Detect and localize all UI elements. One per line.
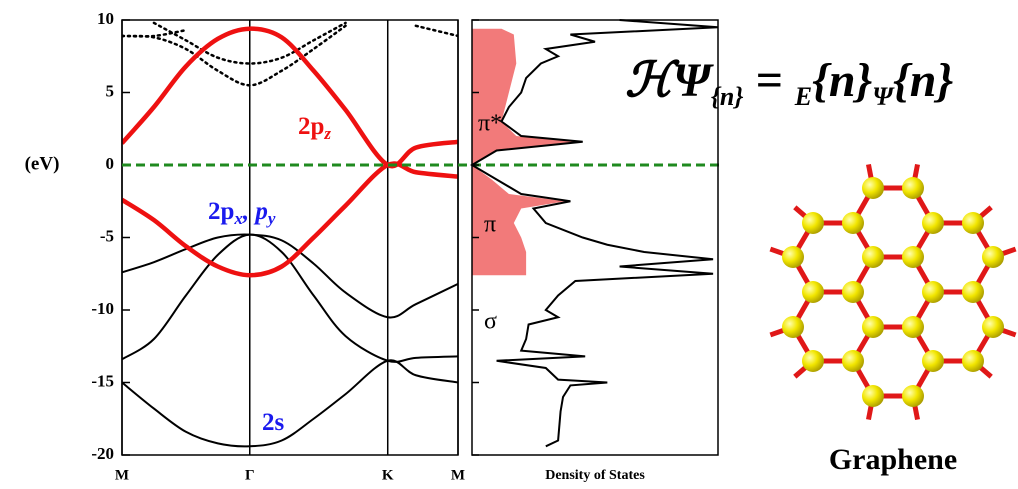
equation-part: ℋΨ — [625, 54, 714, 107]
equation-subscript: {n} — [711, 82, 744, 111]
x-tick-label: M — [115, 467, 129, 483]
band-line — [122, 359, 458, 448]
band-line — [122, 161, 458, 278]
atom — [902, 246, 924, 268]
atom — [922, 281, 944, 303]
y-tick-label: 5 — [106, 81, 115, 100]
atom — [782, 246, 804, 268]
equation-subscript: Ψ — [872, 82, 895, 111]
atom — [802, 350, 824, 372]
structure-label: Graphene — [829, 443, 957, 476]
equation-part: {n} — [893, 54, 953, 107]
atom — [782, 316, 804, 338]
graphene-lattice — [769, 163, 1017, 421]
atom — [902, 316, 924, 338]
annotation-subscript: z — [323, 124, 331, 143]
y-tick-label: 10 — [97, 9, 114, 28]
bands — [122, 21, 458, 448]
band-line — [122, 24, 347, 87]
equation: ℋΨ{n} = E{n}Ψ{n} — [625, 54, 953, 111]
y-tick-label: 0 — [106, 154, 115, 173]
plot-frame — [471, 19, 719, 456]
atom — [862, 246, 884, 268]
annotation-subscript: y — [266, 209, 276, 228]
atom — [902, 177, 924, 199]
atom — [922, 212, 944, 234]
atom — [842, 281, 864, 303]
x-tick-label: Γ — [245, 467, 255, 483]
atom — [862, 316, 884, 338]
plot-frame — [121, 19, 459, 456]
atom — [862, 177, 884, 199]
band-line — [122, 26, 458, 169]
atom — [842, 350, 864, 372]
annotation: 2px, py — [208, 198, 276, 228]
atom — [862, 385, 884, 407]
y-tick-label: -10 — [91, 299, 114, 318]
band-line — [152, 21, 347, 65]
x-axis-label: Density of States — [545, 468, 645, 483]
dos-fill — [472, 28, 576, 166]
atom — [962, 212, 984, 234]
y-axis-label: (eV) — [25, 153, 60, 174]
band-line — [122, 24, 458, 38]
annotation-subscript: x — [233, 209, 243, 228]
band-line — [122, 233, 458, 319]
annotation-text: 2p — [298, 113, 324, 140]
dos-annotation: π* — [478, 111, 502, 137]
equation-part: {n} — [812, 54, 872, 107]
atom — [902, 385, 924, 407]
dos-plot: Density of States π* π σ — [470, 19, 719, 483]
equation-part: = — [743, 54, 794, 107]
atom — [982, 316, 1004, 338]
dos-annotation: σ — [484, 309, 497, 335]
atom — [802, 281, 824, 303]
annotation-text: 2p — [208, 198, 234, 225]
atom — [962, 281, 984, 303]
x-tick-label: K — [382, 467, 394, 483]
atom — [982, 246, 1004, 268]
y-tick-label: -5 — [100, 226, 114, 245]
annotation-text: , p — [242, 198, 268, 225]
atom — [922, 350, 944, 372]
dos-line — [470, 19, 719, 448]
dos-fill — [472, 165, 566, 276]
equation-subscript: E — [794, 82, 812, 111]
annotation-text: 2s — [262, 409, 285, 436]
y-tick-label: -15 — [91, 371, 114, 390]
dos-annotation: π — [484, 212, 496, 238]
x-tick-label: M — [451, 467, 465, 483]
atom — [962, 350, 984, 372]
y-tick-label: -20 — [91, 444, 114, 463]
annotation: 2s — [262, 409, 285, 436]
atom — [802, 212, 824, 234]
annotation: 2pz — [298, 113, 331, 143]
atom — [842, 212, 864, 234]
